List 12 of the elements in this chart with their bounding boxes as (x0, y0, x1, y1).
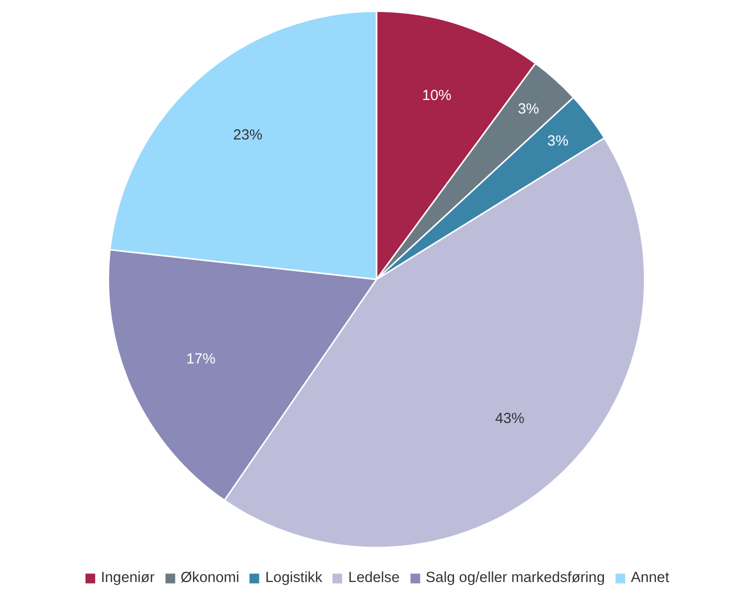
data-label: 17% (186, 352, 216, 368)
legend-label: Salg og/eller markedsføring (426, 570, 605, 586)
data-label: 3% (547, 133, 568, 150)
legend-label: Ingeniør (100, 570, 155, 586)
data-label: 43% (495, 411, 524, 428)
legend-label: Annet (630, 570, 670, 586)
data-label: 10% (422, 88, 452, 104)
legend-label: Ledelse (348, 570, 400, 586)
data-label: 23% (233, 128, 262, 144)
legend-label: Økonomi (180, 570, 240, 586)
data-label: 3% (518, 102, 540, 118)
legend-label: Logistikk (265, 570, 322, 586)
